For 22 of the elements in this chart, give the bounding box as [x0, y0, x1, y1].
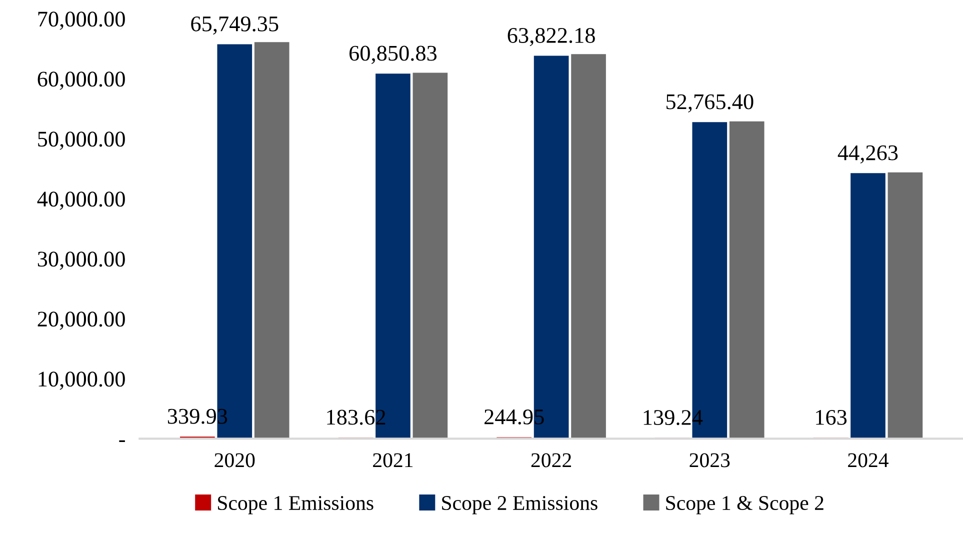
- x-tick-label: 2023: [690, 453, 730, 468]
- y-tick-label: 60,000.00: [38, 72, 125, 90]
- y-tick-label: 70,000.00: [38, 12, 125, 30]
- legend-label: Scope 1 & Scope 2: [666, 496, 824, 514]
- y-tick-label: 10,000.00: [38, 372, 125, 390]
- data-label: 52,765.40: [666, 94, 754, 112]
- x-tick-label: 2022: [531, 453, 571, 468]
- y-tick-label: 20,000.00: [38, 312, 125, 330]
- x-tick-label: 2024: [848, 453, 889, 468]
- data-label: 63,822.18: [508, 28, 595, 46]
- data-label: 163: [816, 410, 847, 425]
- y-tick-label: -: [119, 440, 125, 442]
- y-tick-label: 30,000.00: [38, 252, 125, 270]
- data-label: 44,263: [838, 145, 898, 164]
- y-tick-label: 50,000.00: [38, 132, 125, 150]
- x-tick-label: 2020: [214, 453, 255, 468]
- legend-label: Scope 2 Emissions: [442, 496, 598, 514]
- y-tick-label: 40,000.00: [37, 192, 125, 210]
- legend-label: Scope 1 Emissions: [218, 496, 374, 514]
- data-label: 65,749.35: [191, 16, 278, 35]
- data-label: 60,850.83: [349, 46, 437, 64]
- x-tick-label: 2021: [373, 453, 413, 468]
